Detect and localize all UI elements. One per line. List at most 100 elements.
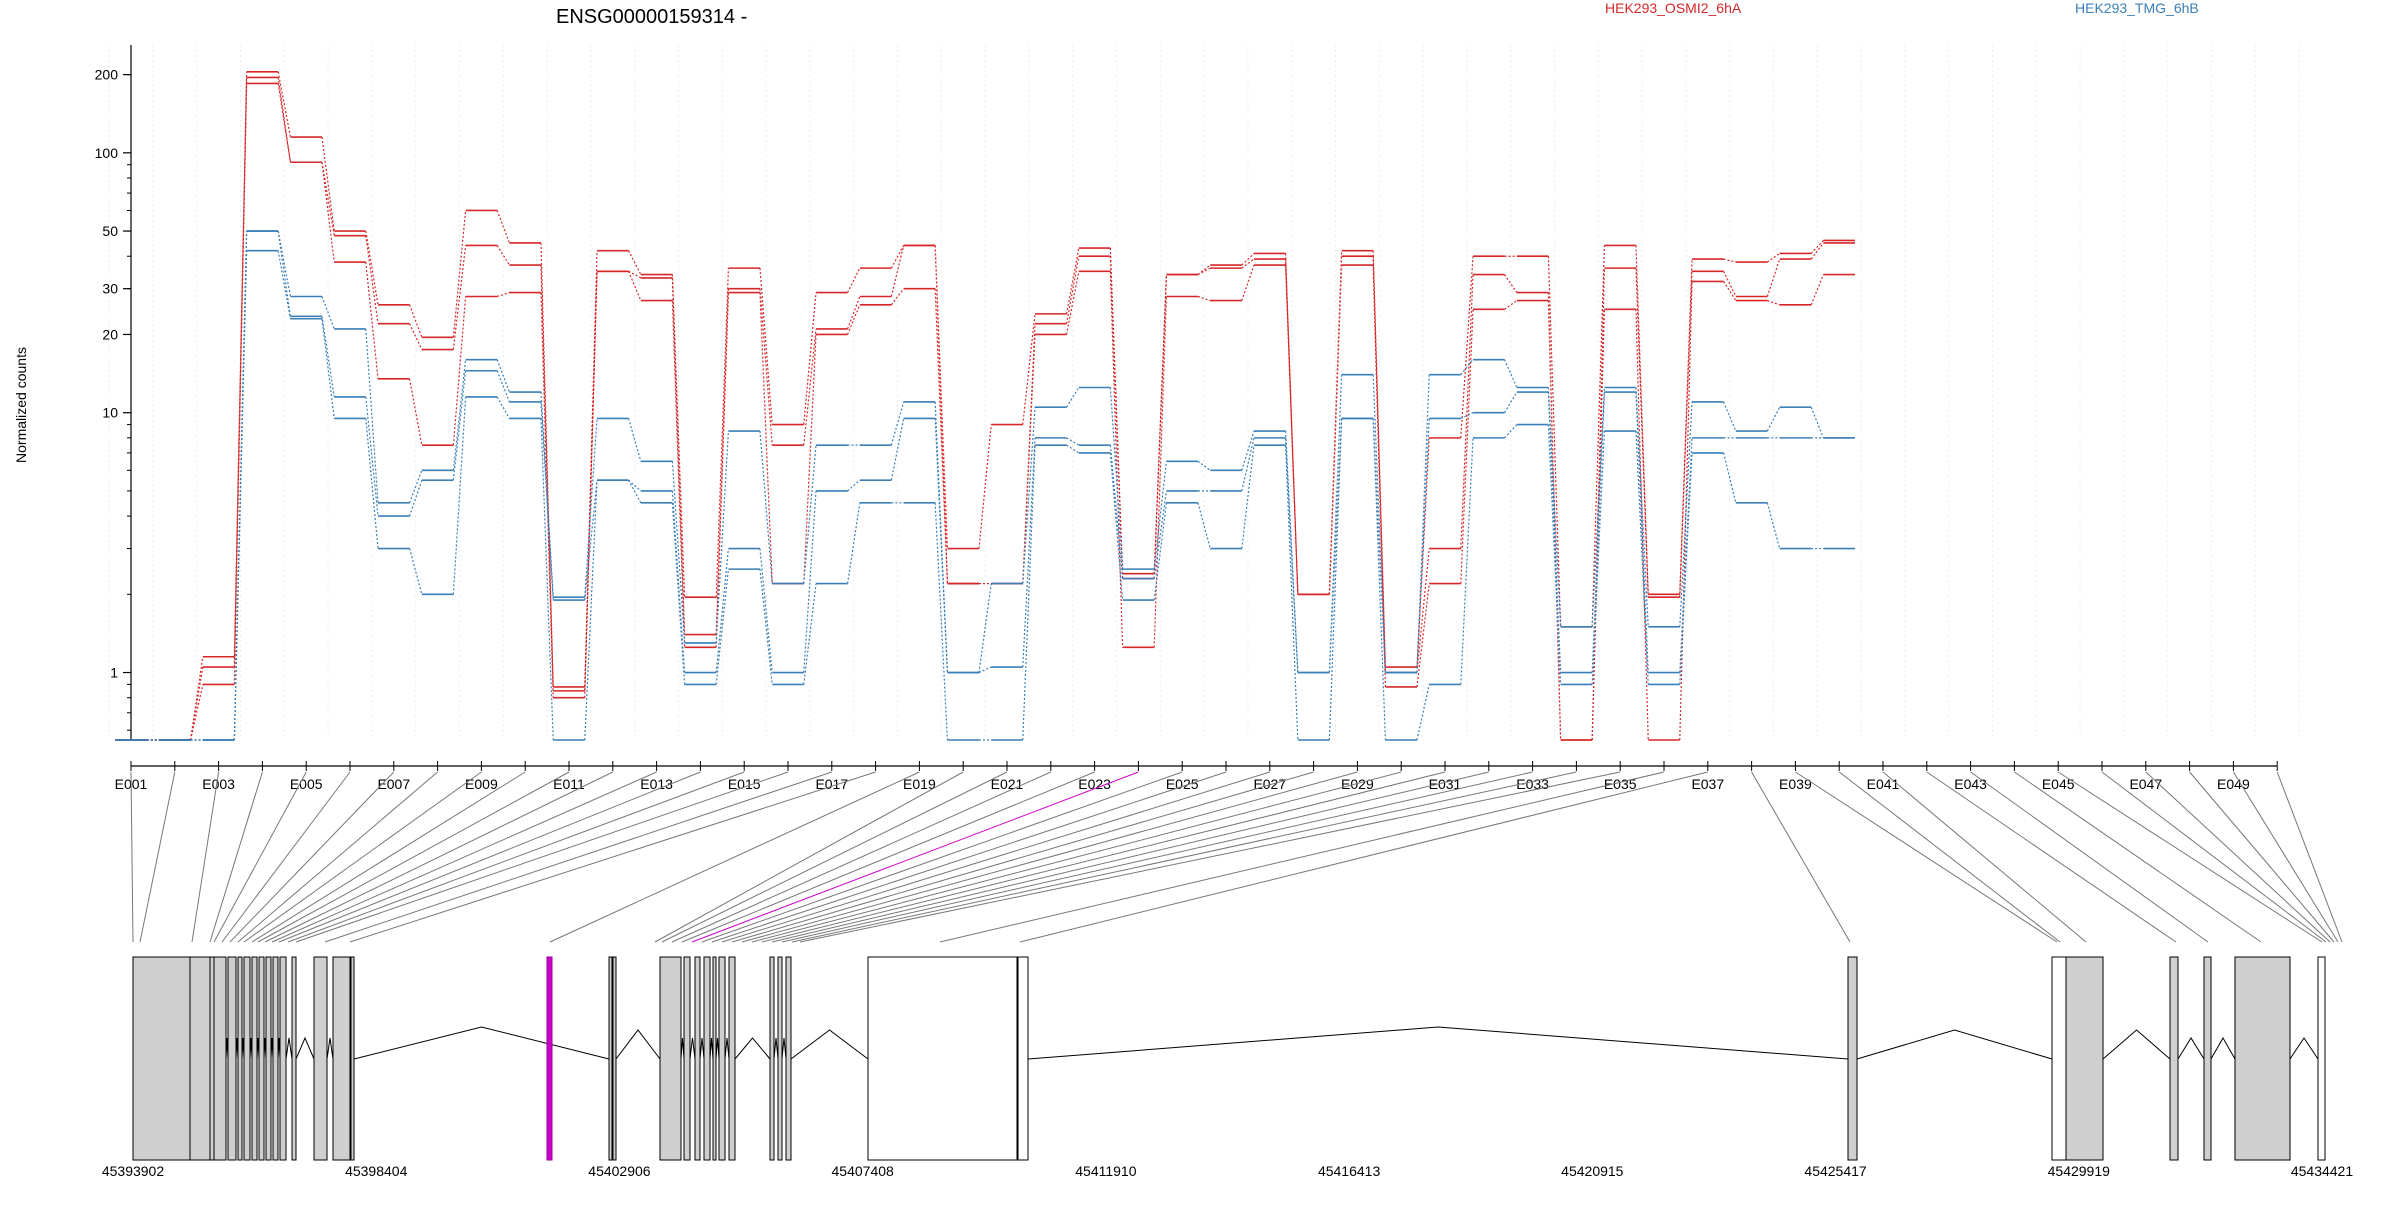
series-connector [759,430,773,584]
series-connector [890,401,905,446]
intron-line [295,1036,315,1060]
connector-line [271,771,657,943]
series-connector [934,245,949,584]
connector-line [731,771,1314,943]
series-connector [671,300,686,648]
series-connector [934,245,949,549]
series-connector [1766,258,1781,297]
exon-block [785,956,792,1161]
connector-line [671,771,1052,943]
connector-line [771,771,1489,943]
series-connector [978,583,992,673]
exon-block [213,956,227,1161]
series-connector [934,288,949,584]
series-connector [365,418,379,549]
series-connector [1153,274,1168,579]
series-connector [1284,445,1299,741]
series-connector [1810,242,1824,260]
series-connector [1022,334,1036,584]
exon-block [718,956,726,1161]
intron-line [2102,1029,2171,1060]
series-connector [890,418,905,481]
genomic-tick-label: 45411910 [1075,1163,1136,1179]
connector-line [221,771,351,943]
series-connector [365,230,379,305]
chart-title: ENSG00000159314 - [556,6,747,28]
series-connector [540,418,554,741]
series-connector [803,334,817,584]
x-tick-label: E009 [465,776,498,792]
exon-block [2234,956,2291,1161]
connector-line [2057,771,2323,943]
series-connector [189,684,204,741]
connector-line [654,771,964,943]
series-connector [1066,444,1080,454]
connector-line [229,771,395,943]
x-tick-label: E025 [1166,776,1199,792]
series-connector [1723,271,1737,297]
connector-line [324,771,832,943]
gene-model [132,956,2326,1161]
intron-line [615,1029,661,1060]
series-connector [890,288,905,306]
series-connector [1372,418,1387,741]
connector-line [237,771,438,943]
x-tick-label: E005 [290,776,323,792]
series-connector [1065,256,1080,324]
connector-line-highlighted [691,771,1139,943]
connector-line [191,771,220,943]
x-tick-label: E043 [1954,776,1987,792]
intron-line [1856,1029,2053,1060]
connector-line [243,771,482,943]
connector-line [721,771,1270,943]
x-tick-label: E023 [1078,776,1111,792]
series-connector [1810,406,1824,439]
y-tick-label: 10 [102,405,118,421]
series-connector [1241,445,1255,549]
series-connector [847,267,861,293]
x-tick-label: E037 [1691,776,1724,792]
series-connector [1328,265,1343,595]
series-connector [584,480,598,601]
series-connector [1284,437,1299,673]
exon-block [2065,956,2104,1161]
series-connector [978,424,992,549]
exon-block [2317,956,2326,1161]
series-connector [452,210,467,338]
series-connector [409,470,423,504]
series-connector [540,292,554,698]
series-connector [1416,583,1430,688]
connector-line [278,771,701,943]
series-connector [321,316,335,397]
series-connector [277,230,292,317]
genomic-tick-label: 45429919 [2048,1163,2111,1179]
exon-block [703,956,711,1161]
intron-line [781,1037,787,1060]
series-connector [803,328,817,446]
connector-line [741,771,1358,943]
series-connector [759,548,773,673]
connector-line [701,771,1183,943]
connector-line [349,771,876,943]
series-connector [1547,424,1562,685]
series-connector [277,83,292,163]
genomic-tick-label: 45434421 [2291,1163,2354,1179]
x-tick-label: E047 [2129,776,2162,792]
series-connector [452,359,467,471]
series-connector [1241,253,1255,266]
intron-line [326,1037,334,1060]
series-connector [1722,452,1737,503]
series-connector [715,292,730,648]
series-connector [496,210,510,244]
series-connector [189,666,204,741]
series-connector [496,359,510,393]
series-connector [452,245,467,350]
connector-line [781,771,1533,943]
series-connector [1460,437,1474,685]
series-connector [1197,264,1211,276]
connector-line [213,771,307,943]
series-connector [847,296,861,330]
x-axis: E001 E003 E005 E007 E009 E011 E013 E015 E017 E019… [115,761,2278,792]
series-connector [1022,407,1036,584]
